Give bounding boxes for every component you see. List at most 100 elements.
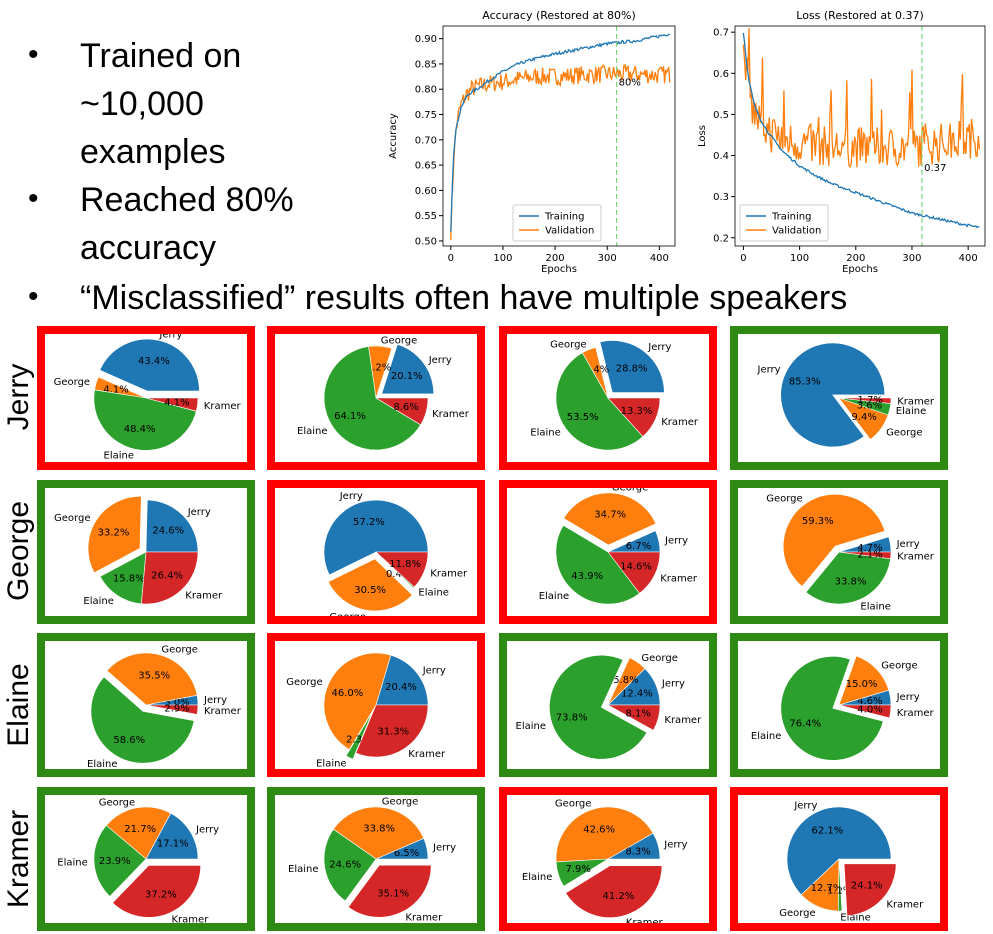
pie-category-label: George xyxy=(641,653,677,664)
pie-value-label: 46.0% xyxy=(332,688,364,699)
pie-category-label: Jerry xyxy=(793,800,817,811)
pie-value-label: 64.1% xyxy=(334,411,366,422)
pie-value-label: 34.7% xyxy=(594,509,626,520)
pie-slice-kramer xyxy=(838,551,892,560)
bullet-line: accuracy xyxy=(80,229,217,267)
pie-slice-jerry xyxy=(145,499,199,553)
pie-slice-kramer xyxy=(607,397,661,438)
y-tick-label: 0.6 xyxy=(713,69,729,80)
pie-value-label: 2.3% xyxy=(346,735,371,746)
pie-category-label: Kramer xyxy=(172,915,210,923)
pie-category-label: Kramer xyxy=(405,913,443,923)
pie-slice-elaine xyxy=(549,654,648,760)
x-tick-label: 300 xyxy=(598,253,617,264)
pie-value-label: 12.4% xyxy=(621,689,653,700)
pie-slice-elaine xyxy=(93,389,197,451)
loss-chart-svg: Loss (Restored at 0.37) 0 100 200 300 400 0.2 0… xyxy=(697,9,986,275)
pie-category-label: Elaine xyxy=(418,587,449,598)
pie-value-label: 11.8% xyxy=(389,559,421,570)
pie-category-label: Elaine xyxy=(522,872,553,883)
pie-value-label: 0.4% xyxy=(386,569,411,580)
x-tick-label: 200 xyxy=(846,253,865,264)
pie-category-label: Elaine xyxy=(516,721,547,732)
pie-slice-elaine xyxy=(837,858,843,912)
pie-panel: 4.7% Jerry 59.3% George 33.8% Elaine 2.1% Krame… xyxy=(730,480,948,624)
bullet-line: ~10,000 xyxy=(80,85,204,123)
pie-slice-elaine xyxy=(555,858,609,887)
pie-chart-svg: 20.1% Jerry 7.2% George 64.1% Elaine 8.6% Krame… xyxy=(297,336,470,451)
pie-category-label: Jerry xyxy=(203,695,227,706)
y-tick-label: 0.50 xyxy=(415,236,437,247)
pie-slice-kramer xyxy=(112,865,202,918)
pie-value-label: 15.0% xyxy=(846,679,878,690)
pie-slice-elaine xyxy=(93,824,147,897)
pie-value-label: 4.4% xyxy=(584,365,609,376)
pie-category-label: Elaine xyxy=(316,759,347,769)
pie-value-label: 35.5% xyxy=(138,670,170,681)
pie-category-label: Jerry xyxy=(422,666,446,677)
pie-panel: 85.3% Jerry 9.4% George 3.6% Elaine 1.7% Kramer xyxy=(730,326,948,470)
pie-slice-kramer xyxy=(838,397,892,404)
pie-chart-svg: 28.8% Jerry 4.4% George 53.5% Elaine 13.3% Kram… xyxy=(530,339,699,451)
y-tick-label: 0.3 xyxy=(713,192,729,203)
bullet-line: “Misclassified” results often have multi… xyxy=(80,279,848,317)
pie-category-label: George xyxy=(886,428,922,439)
pie-panel: 24.6% Jerry 33.2% George 15.8% Elaine 26.4% Kra… xyxy=(37,480,255,624)
pie-panel: 3.0% Jerry 35.5% George 58.6% Elaine 2.9% Krame… xyxy=(37,633,255,777)
pie-value-label: 73.8% xyxy=(556,712,588,723)
row-label-jerry: Jerry xyxy=(0,322,38,472)
pie-category-label: Elaine xyxy=(840,913,871,923)
pie-value-label: 85.3% xyxy=(789,377,821,388)
bullet-dot: • xyxy=(28,182,39,215)
pie-chart-svg: 3.0% Jerry 35.5% George 58.6% Elaine 2.9% Krame… xyxy=(87,644,242,769)
pie-slice-kramer xyxy=(145,397,199,412)
pie-slice-elaine xyxy=(99,551,147,605)
pie-value-label: 2.1% xyxy=(857,550,882,561)
legend-box xyxy=(739,204,829,242)
y-tick-label: 0.60 xyxy=(415,186,437,197)
pie-category-label: Elaine xyxy=(896,406,927,417)
pie-value-label: 35.1% xyxy=(377,889,409,900)
legend-box xyxy=(512,204,602,242)
pie-category-label: Kramer xyxy=(408,749,446,760)
pie-value-label: 14.6% xyxy=(620,561,652,572)
y-tick-label: 0.90 xyxy=(415,34,437,45)
pie-value-label: 28.8% xyxy=(616,364,648,375)
pie-value-label: 58.6% xyxy=(113,735,145,746)
pie-slice-elaine xyxy=(345,711,374,760)
pie-value-label: 4.6% xyxy=(857,696,882,707)
pie-value-label: 26.4% xyxy=(151,571,183,582)
row-label-text: Kramer xyxy=(2,809,35,909)
pie-value-label: 17.1% xyxy=(157,839,189,850)
pie-category-label: Jerry xyxy=(647,342,671,353)
pie-panel: 20.4% Jerry 46.0% George 2.3% Elaine 31.3% Kram… xyxy=(267,633,485,777)
series-line-training xyxy=(742,32,980,229)
chart-title: Accuracy (Restored at 80%) xyxy=(482,9,636,22)
pie-category-label: George xyxy=(381,336,417,347)
pie-slice-george xyxy=(782,494,886,587)
pie-panel: 6.5% Jerry 33.8% George 24.6% Elaine 35.1% Kram… xyxy=(267,787,485,931)
y-tick-label: 0.7 xyxy=(713,28,729,39)
pie-category-label: Kramer xyxy=(204,706,242,717)
pie-value-label: 21.7% xyxy=(124,824,156,835)
bullet-line: Trained on xyxy=(80,37,242,75)
pie-value-label: 43.4% xyxy=(138,356,170,367)
row-label-text: Elaine xyxy=(2,663,35,747)
plot-area xyxy=(450,33,671,240)
row-label-text: Jerry xyxy=(2,363,35,431)
pie-slice-george xyxy=(607,657,646,706)
pie-panel: 4.6% Jerry 15.0% George 76.4% Elaine 4.0% Krame… xyxy=(730,633,948,777)
y-axis-label: Loss xyxy=(697,125,708,147)
y-tick-label: 0.85 xyxy=(415,59,437,70)
pie-chart-svg: 20.4% Jerry 46.0% George 2.3% Elaine 31.3% Kram… xyxy=(286,652,446,769)
pie-category-label: Kramer xyxy=(204,401,242,412)
pie-chart-svg: 8.3% Jerry 42.6% George 7.9% Elaine 41.2% Krame… xyxy=(522,799,688,923)
pie-category-label: George xyxy=(99,797,135,808)
pie-value-label: 9.4% xyxy=(851,412,876,423)
pie-panel: 17.1% Jerry 21.7% George 23.9% Elaine 37.2% Kra… xyxy=(37,787,255,931)
pie-category-label: Kramer xyxy=(660,573,698,584)
pie-value-label: 1.1% xyxy=(827,886,852,897)
pie-slice-kramer xyxy=(141,551,199,605)
row-label-text: George xyxy=(2,500,35,602)
pie-value-label: 13.3% xyxy=(621,406,653,417)
